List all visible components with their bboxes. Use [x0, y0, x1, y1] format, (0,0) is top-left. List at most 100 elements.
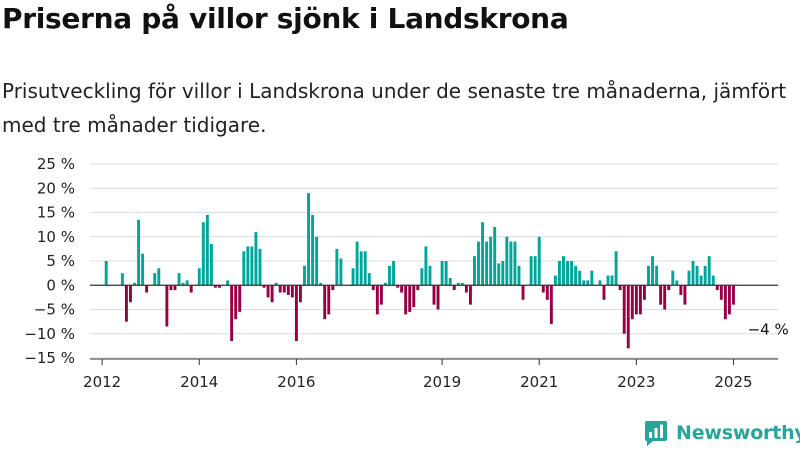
bar	[392, 261, 395, 286]
bar	[695, 265, 699, 286]
x-tick-label: 2019	[423, 373, 461, 391]
bar	[238, 285, 242, 312]
bar	[432, 285, 436, 305]
bar	[145, 285, 149, 293]
bar	[501, 261, 505, 286]
bar	[622, 285, 626, 334]
bar	[396, 285, 400, 288]
bars	[104, 193, 735, 349]
bar	[315, 236, 319, 286]
bar	[214, 285, 217, 288]
bar	[468, 285, 472, 305]
bar	[141, 253, 145, 286]
bar	[659, 285, 663, 305]
bar	[424, 246, 428, 286]
y-tick-label: −5 %	[34, 301, 75, 319]
y-tick-label: 20 %	[37, 179, 75, 197]
y-axis-labels: 25 % 20 % 15 % 10 % 5 % 0 % −5 % −10 % −15 %	[24, 155, 75, 367]
bar	[606, 275, 610, 286]
bar	[124, 285, 128, 322]
bar	[120, 273, 124, 286]
bar	[675, 280, 679, 286]
bar	[460, 282, 464, 286]
gridlines	[90, 163, 778, 359]
bar	[537, 236, 541, 286]
bar	[262, 285, 266, 288]
y-tick-label: −10 %	[24, 325, 75, 343]
bar	[137, 219, 141, 286]
bar	[687, 270, 691, 286]
bar	[311, 214, 315, 286]
bar	[562, 256, 565, 286]
bar	[679, 285, 683, 295]
bar	[553, 275, 557, 286]
bar	[513, 241, 517, 286]
bar	[586, 280, 590, 286]
bar	[667, 285, 671, 291]
bar	[205, 214, 209, 286]
bar	[181, 282, 185, 286]
bar	[165, 285, 169, 327]
bar	[566, 261, 570, 286]
bar	[375, 285, 379, 315]
bar	[157, 268, 161, 286]
bar	[671, 270, 675, 286]
bar	[355, 241, 359, 286]
bar	[456, 282, 460, 286]
bar	[209, 244, 213, 286]
bar	[400, 285, 404, 293]
bar	[250, 246, 254, 286]
bar	[436, 285, 440, 310]
bar	[473, 256, 476, 286]
bar	[590, 270, 594, 286]
bar	[420, 268, 424, 286]
x-tick-label: 2025	[714, 373, 752, 391]
bar	[727, 285, 731, 315]
y-tick-label: 25 %	[37, 155, 75, 173]
bar	[177, 273, 181, 286]
last-value-label: −4 %	[748, 321, 789, 339]
bar	[278, 285, 282, 293]
bar	[218, 285, 221, 288]
bar	[703, 265, 707, 286]
bar	[570, 261, 574, 286]
bar	[505, 236, 509, 286]
bar	[651, 256, 654, 286]
chart-title: Priserna på villor sjönk i Landskrona	[2, 2, 569, 35]
bar	[379, 285, 383, 305]
y-tick-label: 10 %	[37, 228, 75, 246]
bar	[464, 285, 468, 293]
bar	[319, 282, 323, 286]
bar	[598, 280, 602, 286]
bar	[541, 285, 545, 293]
x-tick-label: 2023	[617, 373, 655, 391]
bar	[610, 275, 614, 286]
bar	[197, 268, 201, 286]
bar	[363, 251, 367, 286]
bar	[626, 285, 630, 349]
bar	[242, 251, 246, 286]
bar	[173, 285, 177, 291]
bar	[509, 241, 513, 286]
bar	[497, 263, 501, 286]
bar	[201, 222, 205, 286]
y-tick-label: 0 %	[46, 276, 75, 294]
bar	[477, 241, 480, 286]
bar	[133, 282, 136, 286]
bar	[638, 285, 642, 315]
bar	[307, 193, 310, 286]
bar	[691, 261, 695, 286]
bar	[481, 222, 485, 286]
bar	[388, 265, 391, 286]
bar	[230, 285, 234, 342]
bar	[647, 265, 650, 286]
bar	[412, 285, 416, 308]
bar	[274, 282, 278, 286]
bar	[602, 285, 606, 300]
bar	[286, 285, 290, 295]
bar	[335, 248, 339, 286]
x-tick-label: 2016	[277, 373, 315, 391]
bar	[351, 268, 355, 286]
bar	[282, 285, 286, 293]
bar	[683, 285, 687, 305]
